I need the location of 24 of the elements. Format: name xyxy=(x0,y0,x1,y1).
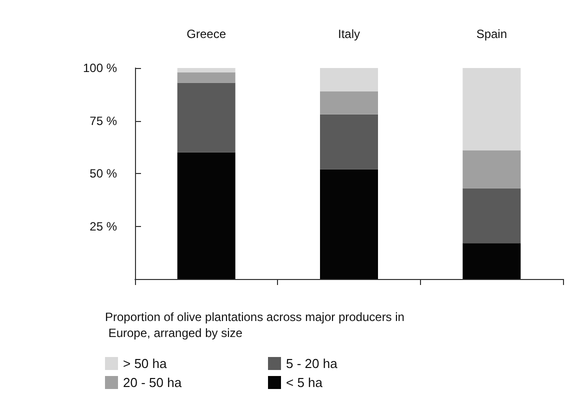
legend-label: 5 - 20 ha xyxy=(286,356,338,371)
bar xyxy=(462,150,521,188)
x-tick-label: Greece xyxy=(186,27,226,41)
y-tick-label: 75 % xyxy=(90,114,118,128)
x-tick-label: Italy xyxy=(338,27,360,41)
bar xyxy=(177,72,236,83)
bar xyxy=(462,68,521,150)
x-tick-label: Spain xyxy=(476,27,508,41)
bar xyxy=(320,114,378,170)
y-tick-label: 25 % xyxy=(90,219,118,234)
bar xyxy=(320,91,378,114)
legend-label: < 5 ha xyxy=(286,375,324,390)
y-tick-label: 100 % xyxy=(82,61,118,75)
y-tick-label: 50 % xyxy=(90,166,118,180)
bar xyxy=(320,169,378,279)
bar xyxy=(177,82,236,152)
bar xyxy=(462,243,521,279)
bar xyxy=(177,152,236,279)
bar xyxy=(320,68,378,92)
legend-label: > 50 ha xyxy=(123,356,168,371)
text: Proportion of olive plantations across major producers in Europe, arranged by size xyxy=(105,310,404,340)
bar xyxy=(462,188,521,244)
bar xyxy=(177,68,236,72)
legend-label: 20 - 50 ha xyxy=(123,375,182,390)
